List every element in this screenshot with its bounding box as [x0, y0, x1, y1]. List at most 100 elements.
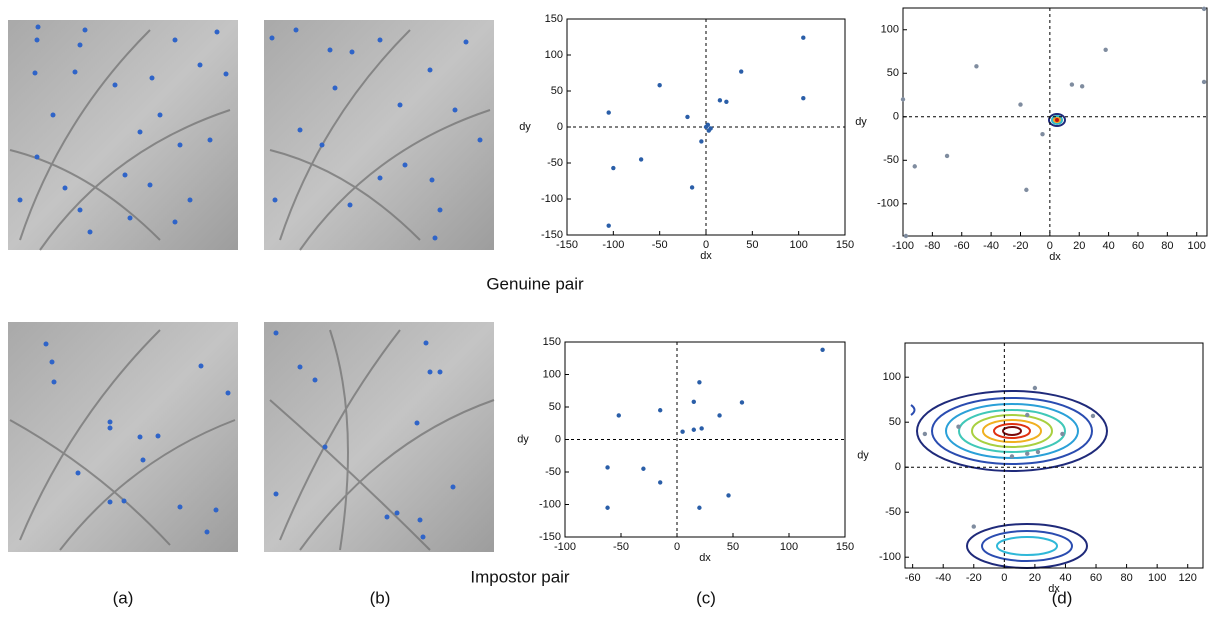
x-tick-label: 20: [1029, 572, 1041, 584]
y-tick-label: -150: [541, 229, 563, 241]
point: [1090, 413, 1096, 419]
palm-image: [8, 20, 238, 250]
density-contours: [910, 113, 1108, 569]
panel-label: (c): [696, 588, 716, 607]
y-tick-label: -100: [539, 498, 561, 510]
point: [717, 413, 722, 418]
y-tick-label: -50: [883, 154, 899, 166]
x-tick-label: 100: [789, 239, 807, 251]
x-axis-label: dx: [1048, 583, 1060, 595]
y-axis-label: dy: [855, 116, 867, 128]
point: [726, 493, 731, 498]
point: [699, 139, 704, 144]
point: [1032, 385, 1038, 391]
point: [697, 505, 702, 510]
point: [903, 233, 909, 239]
x-tick-label: 100: [1148, 572, 1166, 584]
point: [912, 164, 917, 169]
x-tick-label: 0: [1047, 240, 1053, 252]
y-tick-label: 0: [893, 111, 899, 123]
x-tick-label: 0: [703, 239, 709, 251]
y-tick-label: 150: [545, 13, 563, 25]
point: [1069, 82, 1075, 87]
y-tick-label: -50: [885, 506, 901, 518]
x-axis-label: dx: [1049, 251, 1061, 263]
point: [641, 466, 646, 471]
x-axis-label: dx: [699, 552, 711, 564]
point: [697, 380, 702, 385]
y-tick-label: -100: [877, 198, 899, 210]
palm-images: [8, 20, 494, 552]
point: [691, 427, 696, 432]
point: [739, 69, 744, 74]
point: [616, 413, 621, 418]
point: [611, 165, 616, 171]
y-tick-label: 0: [555, 433, 561, 445]
x-tick-label: -60: [954, 240, 970, 252]
x-tick-label: 150: [836, 541, 854, 553]
y-tick-label: 0: [557, 121, 563, 133]
y-tick-label: -150: [539, 531, 561, 543]
point: [1009, 454, 1015, 459]
point: [724, 99, 729, 105]
point: [1103, 47, 1108, 52]
x-tick-label: 50: [746, 239, 758, 251]
point: [717, 98, 723, 103]
x-tick-label: 80: [1120, 572, 1132, 584]
x-tick-label: 60: [1090, 572, 1102, 584]
y-axis-label: dy: [519, 121, 531, 133]
x-tick-label: -100: [602, 239, 624, 251]
x-tick-label: 80: [1161, 240, 1173, 252]
point: [971, 524, 976, 529]
palm-creases: [9, 29, 495, 551]
x-tick-label: 0: [1001, 572, 1007, 584]
x-tick-label: 40: [1059, 572, 1071, 584]
point: [1025, 451, 1030, 456]
point: [685, 114, 690, 120]
panel-label: (d): [1052, 588, 1073, 607]
point: [739, 400, 745, 405]
x-tick-label: 40: [1102, 240, 1114, 252]
palm-image: [8, 322, 238, 552]
point: [974, 64, 979, 69]
caption: Impostor pair: [470, 567, 570, 586]
y-tick-label: 50: [887, 67, 899, 79]
y-tick-label: -50: [545, 466, 561, 478]
x-tick-label: 20: [1073, 240, 1085, 252]
point: [605, 465, 610, 470]
point: [706, 128, 711, 133]
plot-frame: [902, 7, 1208, 237]
point: [1040, 131, 1045, 137]
x-tick-label: 100: [1188, 240, 1206, 252]
y-tick-label: 100: [545, 49, 563, 61]
point: [1035, 449, 1041, 455]
point: [680, 429, 685, 434]
x-tick-label: -50: [613, 541, 629, 553]
caption: Genuine pair: [486, 274, 584, 293]
point: [1024, 187, 1029, 193]
y-tick-label: 50: [889, 416, 901, 428]
point: [691, 399, 696, 404]
y-tick-label: -100: [541, 193, 563, 205]
point: [922, 431, 928, 437]
point: [606, 110, 611, 115]
y-tick-label: 50: [549, 401, 561, 413]
plot-frame: [904, 342, 1204, 569]
point: [689, 185, 695, 190]
point: [638, 157, 644, 162]
point: [705, 122, 711, 128]
point: [658, 480, 663, 485]
point: [657, 83, 662, 88]
point: [801, 35, 806, 40]
point: [1025, 412, 1030, 418]
x-tick-label: -20: [1013, 240, 1029, 252]
x-axis-label: dx: [700, 250, 712, 262]
y-tick-label: 100: [881, 24, 899, 36]
point: [1079, 84, 1085, 89]
y-tick-label: 100: [883, 371, 901, 383]
point: [1060, 431, 1065, 437]
point: [801, 96, 806, 101]
point: [605, 505, 610, 510]
y-axis-label: dy: [857, 449, 869, 461]
point: [1201, 6, 1207, 12]
